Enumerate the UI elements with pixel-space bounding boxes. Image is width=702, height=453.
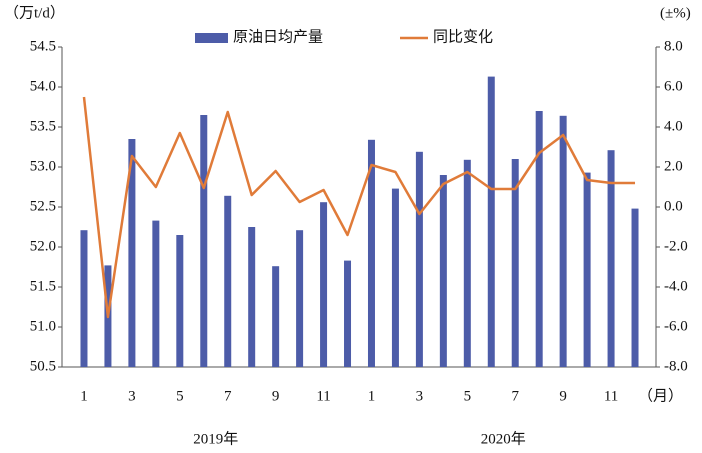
bar [367,139,375,367]
x-tick-label: 7 [511,388,519,404]
bar [559,115,567,367]
bar [391,188,399,367]
bar [344,260,352,367]
x-tick-label: 7 [224,388,232,404]
bar [320,202,328,367]
y2-tick-label: -6.0 [664,318,688,334]
y-tick-label: 53.5 [30,118,56,134]
x-tick-label: 1 [368,388,376,404]
x-axis-label: （月） [638,387,683,404]
y-tick-label: 50.5 [30,358,56,374]
bar [463,159,471,367]
y2-tick-label: 4.0 [664,118,683,134]
bar [487,76,495,367]
y-tick-label: 54.5 [30,38,56,54]
x-tick-label: 5 [464,388,472,404]
bar [272,266,280,367]
x-tick-label: 11 [604,388,618,404]
x-tick-label: 9 [272,388,280,404]
y2-axis-label: (±%) [660,5,691,21]
y-tick-label: 52.5 [30,198,56,214]
year-label: 2020年 [481,430,526,447]
bar [607,150,615,367]
bar [296,230,304,367]
bar [511,159,519,367]
x-tick-label: 3 [416,388,424,404]
y-tick-label: 53.0 [30,158,56,174]
x-tick-label: 9 [559,388,567,404]
y2-tick-label: -8.0 [664,358,688,374]
legend-label: 原油日均产量 [233,28,323,45]
y2-tick-label: -4.0 [664,278,688,294]
line [82,96,636,319]
bar [583,172,591,367]
y-axis-label: （万t/d） [4,4,65,21]
legend-label: 同比变化 [433,28,493,45]
bar [224,195,232,367]
y2-tick-label: 0.0 [664,198,683,214]
bar [176,235,184,367]
y-tick-label: 51.0 [30,318,56,334]
y2-tick-label: 2.0 [664,158,683,174]
bar [631,208,639,367]
bar [128,139,136,367]
y-tick-label: 52.0 [30,238,56,254]
x-tick-label: 11 [316,388,330,404]
bar [200,115,208,367]
bar [248,227,256,367]
bar [80,230,88,367]
bar [439,175,447,367]
x-tick-label: 1 [80,388,88,404]
year-label: 2019年 [193,430,238,447]
legend-swatch [195,33,228,43]
y2-tick-label: 6.0 [664,78,683,94]
x-tick-label: 3 [128,388,136,404]
x-tick-label: 5 [176,388,184,404]
bar [415,151,423,367]
y-tick-label: 51.5 [30,278,56,294]
bar [152,220,160,367]
y2-tick-label: -2.0 [664,238,688,254]
y2-tick-label: 8.0 [664,38,683,54]
bar [535,111,543,367]
y-tick-label: 54.0 [30,78,56,94]
